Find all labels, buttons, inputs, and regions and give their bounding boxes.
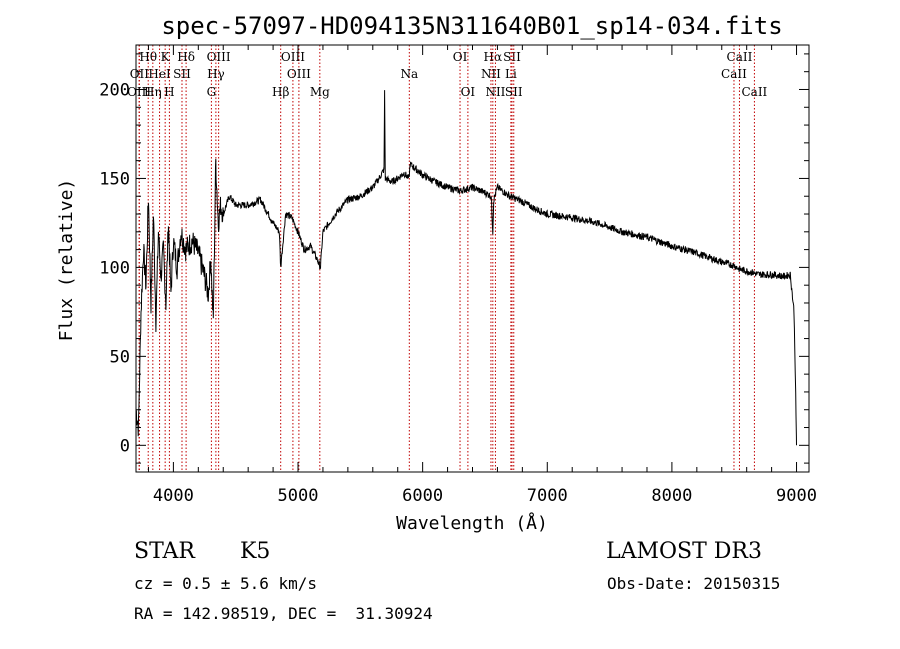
y-tick-label: 0 (120, 436, 130, 456)
line-label-20: NII (481, 67, 501, 81)
redshift-cz: cz = 0.5 ± 5.6 km/s (134, 574, 318, 593)
coordinates: RA = 142.98519, DEC = 31.30924 (134, 604, 433, 623)
line-label-19: Hα (484, 50, 503, 64)
x-tick-label: 5000 (278, 486, 319, 506)
line-label-12: OIII (281, 50, 305, 64)
line-label-0: Hθ (139, 50, 157, 64)
y-axis-label: Flux (relative) (56, 179, 77, 342)
line-label-25: CaII (727, 50, 753, 64)
y-tick-label: 150 (99, 169, 130, 189)
line-label-27: CaII (741, 85, 767, 99)
line-label-4: HeI (148, 67, 171, 81)
object-class: STAR (134, 539, 195, 564)
line-label-14: Hβ (272, 85, 289, 99)
object-subclass: K5 (240, 539, 271, 564)
line-label-15: Mg (310, 85, 330, 99)
observation-date: Obs-Date: 20150315 (607, 574, 781, 593)
x-tick-label: 9000 (776, 486, 817, 506)
line-label-22: SII (503, 50, 521, 64)
line-label-13: OIII (287, 67, 311, 81)
line-label-23: Li (505, 67, 517, 81)
y-tick-label: 50 (110, 347, 130, 367)
chart-title: spec-57097-HD094135N311640B01_sp14-034.f… (161, 12, 782, 40)
line-label-18: OI (461, 85, 476, 99)
axes: 4000 5000 6000 7000 8000 9000 0 50 100 150 200 (99, 45, 817, 506)
x-tick-label: 6000 (402, 486, 443, 506)
line-label-26: CaII (721, 67, 747, 81)
flux-series (135, 90, 797, 446)
y-tick-label: 100 (99, 258, 130, 278)
x-axis-label: Wavelength (Å) (396, 512, 548, 534)
y-tick-label: 200 (99, 80, 130, 100)
flux-line (135, 90, 797, 446)
x-tick-label: 4000 (153, 486, 194, 506)
line-label-16: Na (400, 67, 418, 81)
line-label-10: Hγ (207, 67, 225, 81)
line-label-24: SII (505, 85, 523, 99)
x-tick-label: 8000 (651, 486, 692, 506)
line-label-8: Hδ (177, 50, 195, 64)
line-label-3: K (161, 50, 171, 64)
x-tick-label: 7000 (527, 486, 568, 506)
line-label-2: OIII (127, 85, 151, 99)
line-label-11: G (207, 85, 217, 99)
line-label-7: SII (173, 67, 191, 81)
survey-name: LAMOST DR3 (606, 539, 762, 564)
line-label-17: OI (453, 50, 468, 64)
line-label-21: NII (485, 85, 505, 99)
line-label-6: H (164, 85, 174, 99)
line-label-5: Hη (144, 85, 162, 99)
line-label-9: OIII (207, 50, 231, 64)
